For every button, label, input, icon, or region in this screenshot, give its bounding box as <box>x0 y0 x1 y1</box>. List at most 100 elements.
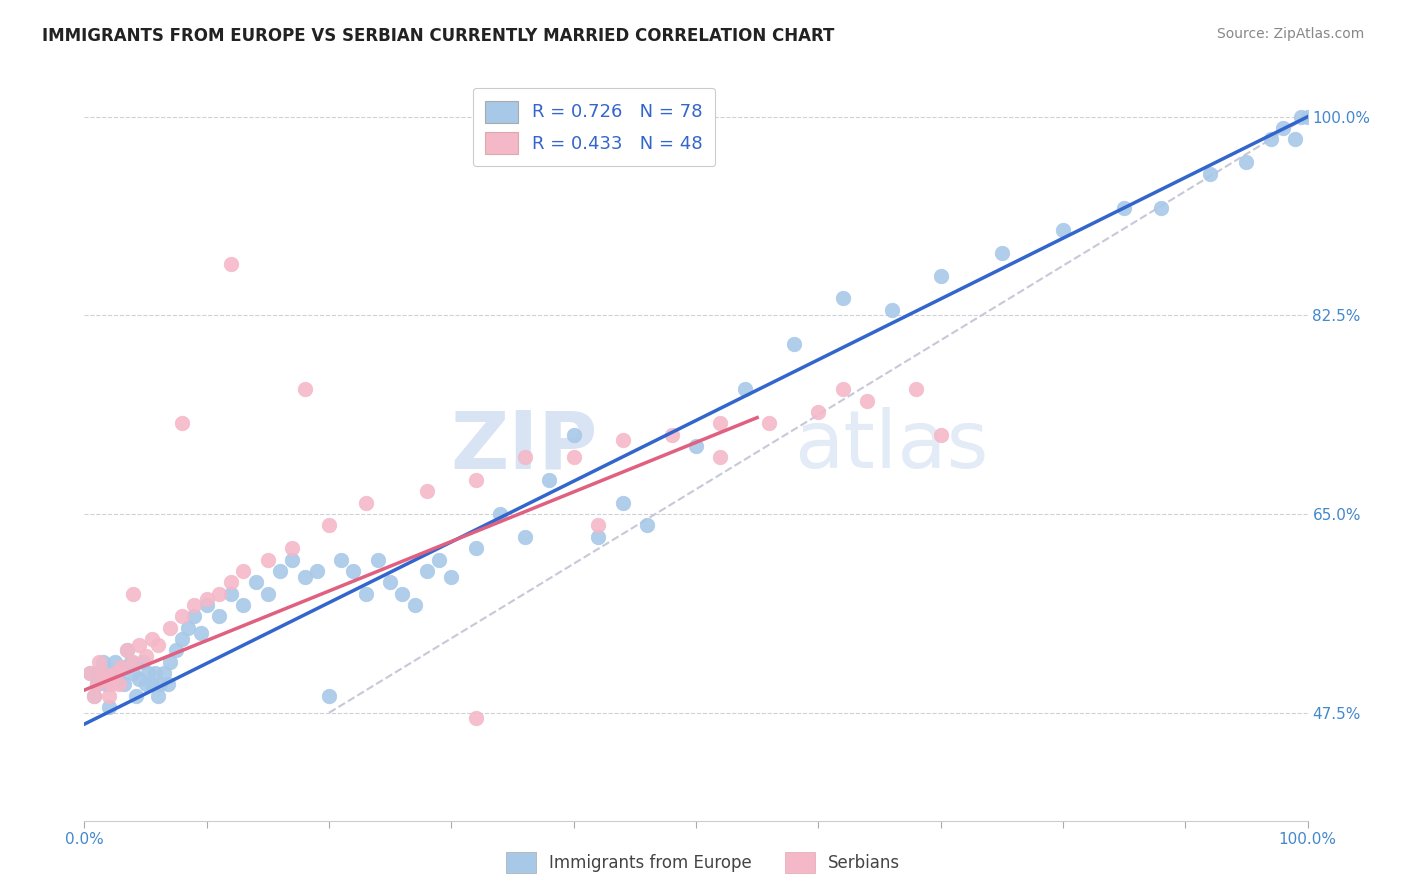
Point <box>219 257 242 271</box>
Text: Source: ZipAtlas.com: Source: ZipAtlas.com <box>1216 27 1364 41</box>
Point <box>86 677 108 691</box>
Point <box>83 689 105 703</box>
Point <box>538 473 561 487</box>
Point <box>1296 110 1319 124</box>
Point <box>1284 132 1306 146</box>
Point <box>734 382 756 396</box>
Point <box>104 655 127 669</box>
Point <box>1114 201 1136 215</box>
Point <box>143 666 166 681</box>
Point <box>122 586 145 600</box>
Point <box>195 598 218 612</box>
Point <box>232 564 254 578</box>
Point <box>880 302 903 317</box>
Point <box>562 427 585 442</box>
Point <box>125 689 148 703</box>
Point <box>758 417 780 431</box>
Point <box>281 541 304 556</box>
Point <box>146 638 169 652</box>
Point <box>87 666 110 681</box>
Point <box>257 586 280 600</box>
Point <box>245 575 267 590</box>
Point <box>107 677 129 691</box>
Point <box>1272 121 1295 136</box>
Point <box>96 677 118 691</box>
Point <box>135 677 157 691</box>
Point <box>79 666 101 681</box>
Point <box>110 660 132 674</box>
Point <box>122 666 145 681</box>
Point <box>128 672 150 686</box>
Point <box>136 666 159 681</box>
Point <box>86 677 108 691</box>
Point <box>856 393 879 408</box>
Point <box>183 598 205 612</box>
Point <box>112 677 135 691</box>
Point <box>404 598 426 612</box>
Point <box>354 586 377 600</box>
Point <box>172 632 194 646</box>
Point <box>929 427 952 442</box>
Point <box>156 677 179 691</box>
Legend: Immigrants from Europe, Serbians: Immigrants from Europe, Serbians <box>499 846 907 880</box>
Point <box>100 677 122 691</box>
Point <box>661 427 683 442</box>
Point <box>122 655 145 669</box>
Point <box>172 609 194 624</box>
Point <box>83 689 105 703</box>
Point <box>257 552 280 566</box>
Point <box>91 655 114 669</box>
Point <box>612 496 634 510</box>
Point <box>135 648 157 663</box>
Point <box>929 268 952 283</box>
Point <box>219 586 242 600</box>
Point <box>416 484 439 499</box>
Point <box>586 518 609 533</box>
Point <box>612 434 634 448</box>
Point <box>905 382 928 396</box>
Point <box>489 507 512 521</box>
Text: IMMIGRANTS FROM EUROPE VS SERBIAN CURRENTLY MARRIED CORRELATION CHART: IMMIGRANTS FROM EUROPE VS SERBIAN CURREN… <box>42 27 835 45</box>
Point <box>354 496 377 510</box>
Point <box>464 711 486 725</box>
Point <box>709 417 731 431</box>
Point <box>165 643 187 657</box>
Point <box>195 592 218 607</box>
Point <box>115 643 138 657</box>
Point <box>110 660 132 674</box>
Point <box>342 564 364 578</box>
Point <box>97 700 120 714</box>
Point <box>318 689 340 703</box>
Point <box>464 541 486 556</box>
Point <box>100 666 122 681</box>
Point <box>146 689 169 703</box>
Point <box>177 621 200 635</box>
Point <box>416 564 439 578</box>
Point <box>831 382 853 396</box>
Point <box>132 655 155 669</box>
Point <box>190 626 212 640</box>
Point <box>104 666 127 681</box>
Point <box>141 632 163 646</box>
Point <box>586 530 609 544</box>
Point <box>208 586 231 600</box>
Point <box>1052 223 1074 237</box>
Point <box>427 552 450 566</box>
Legend: R = 0.726   N = 78, R = 0.433   N = 48: R = 0.726 N = 78, R = 0.433 N = 48 <box>472 88 716 166</box>
Point <box>685 439 707 453</box>
Point <box>562 450 585 465</box>
Point <box>115 643 138 657</box>
Text: atlas: atlas <box>794 407 988 485</box>
Point <box>1260 132 1282 146</box>
Point <box>294 382 316 396</box>
Point <box>141 677 163 691</box>
Point <box>513 530 536 544</box>
Point <box>464 473 486 487</box>
Point <box>96 672 118 686</box>
Point <box>1150 201 1173 215</box>
Point <box>513 450 536 465</box>
Point <box>172 417 194 431</box>
Point <box>440 569 463 583</box>
Point <box>232 598 254 612</box>
Point <box>807 405 830 419</box>
